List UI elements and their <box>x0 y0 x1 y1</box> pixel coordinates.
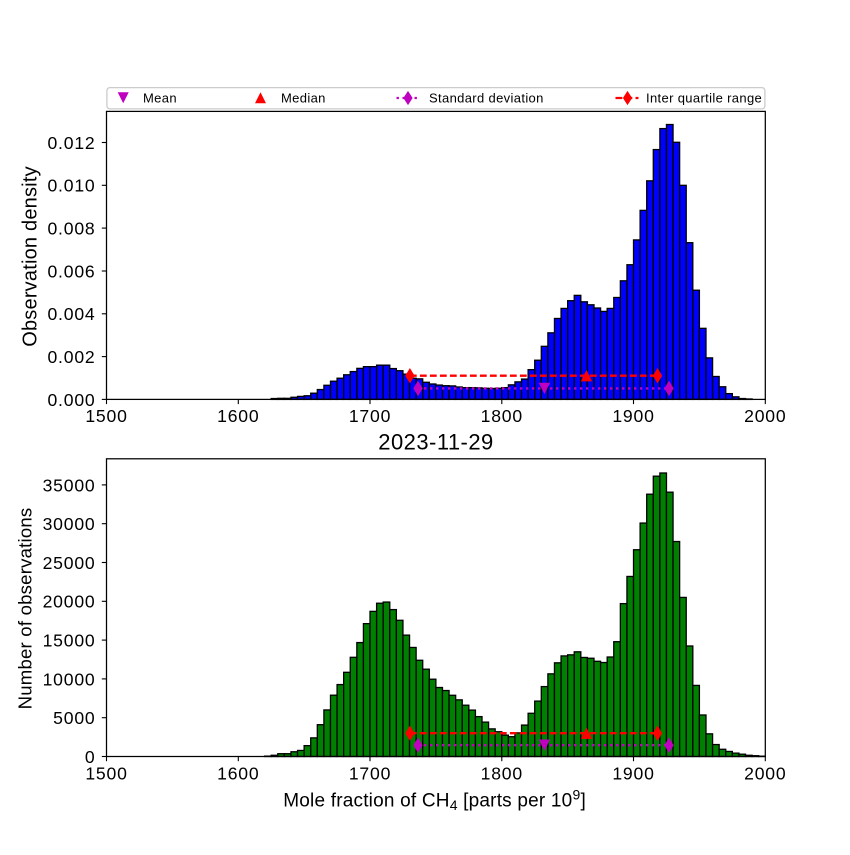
svg-text:35000: 35000 <box>43 475 96 495</box>
svg-text:2023-11-29: 2023-11-29 <box>378 429 493 454</box>
svg-text:30000: 30000 <box>43 514 96 534</box>
svg-text:2000: 2000 <box>744 763 786 783</box>
svg-text:0: 0 <box>85 747 96 767</box>
svg-text:Observation density: Observation density <box>20 166 42 347</box>
svg-text:Inter quartile range: Inter quartile range <box>646 90 762 105</box>
svg-text:Number of observations: Number of observations <box>14 508 35 710</box>
svg-text:25000: 25000 <box>43 553 96 573</box>
svg-text:Mean: Mean <box>143 90 177 105</box>
svg-text:1900: 1900 <box>612 406 654 426</box>
svg-text:Standard deviation: Standard deviation <box>429 90 544 105</box>
svg-text:1600: 1600 <box>217 763 259 783</box>
svg-text:1800: 1800 <box>481 763 523 783</box>
svg-text:15000: 15000 <box>43 631 96 651</box>
svg-text:0.004: 0.004 <box>47 304 95 324</box>
svg-text:10000: 10000 <box>43 669 96 689</box>
svg-text:20000: 20000 <box>43 592 96 612</box>
svg-text:1700: 1700 <box>349 763 391 783</box>
svg-text:1700: 1700 <box>349 406 391 426</box>
svg-text:1800: 1800 <box>481 406 523 426</box>
svg-text:0.008: 0.008 <box>47 219 95 239</box>
svg-text:2000: 2000 <box>744 406 786 426</box>
svg-text:Mole fraction of CH4 [parts pe: Mole fraction of CH4 [parts per 109] <box>283 786 586 813</box>
svg-text:0.012: 0.012 <box>47 133 95 153</box>
svg-text:0.010: 0.010 <box>47 176 95 196</box>
svg-text:5000: 5000 <box>53 708 95 728</box>
svg-text:0.002: 0.002 <box>47 347 95 367</box>
svg-text:0.000: 0.000 <box>47 390 95 410</box>
svg-text:0.006: 0.006 <box>47 261 95 281</box>
svg-text:1900: 1900 <box>612 763 654 783</box>
svg-text:1600: 1600 <box>217 406 259 426</box>
svg-text:Median: Median <box>281 90 326 105</box>
